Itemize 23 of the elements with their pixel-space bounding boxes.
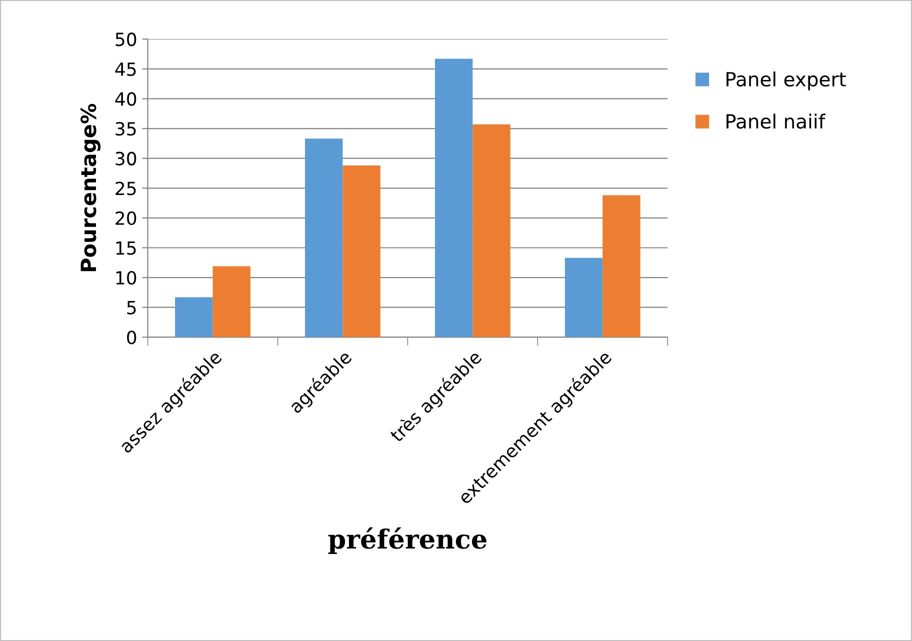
y-tick-label: 40	[115, 92, 136, 106]
bar	[472, 124, 510, 338]
y-tick-label: 0	[127, 330, 136, 344]
y-tick-label: 20	[116, 211, 136, 226]
bar	[175, 297, 213, 338]
y-tick-label: 25	[116, 182, 136, 196]
y-tick-label: 45	[115, 62, 136, 76]
bar	[342, 165, 380, 338]
legend-label: Panel expert	[726, 72, 846, 90]
y-axis-title: Pourcentage%	[80, 104, 100, 272]
bar	[564, 258, 603, 338]
bar	[304, 138, 343, 338]
y-tick-label: 50	[116, 32, 136, 46]
y-tick-label: 15	[116, 241, 136, 255]
y-tick-label: 30	[116, 152, 136, 166]
legend-label: Panel naiif	[726, 114, 826, 129]
y-tick-label: 5	[127, 301, 136, 314]
y-tick-label: 35	[116, 122, 136, 136]
y-tick-label: 10	[116, 271, 136, 285]
bar	[212, 266, 250, 338]
bar	[602, 195, 640, 338]
bar	[434, 58, 473, 338]
x-axis-title: préférence	[328, 527, 486, 554]
